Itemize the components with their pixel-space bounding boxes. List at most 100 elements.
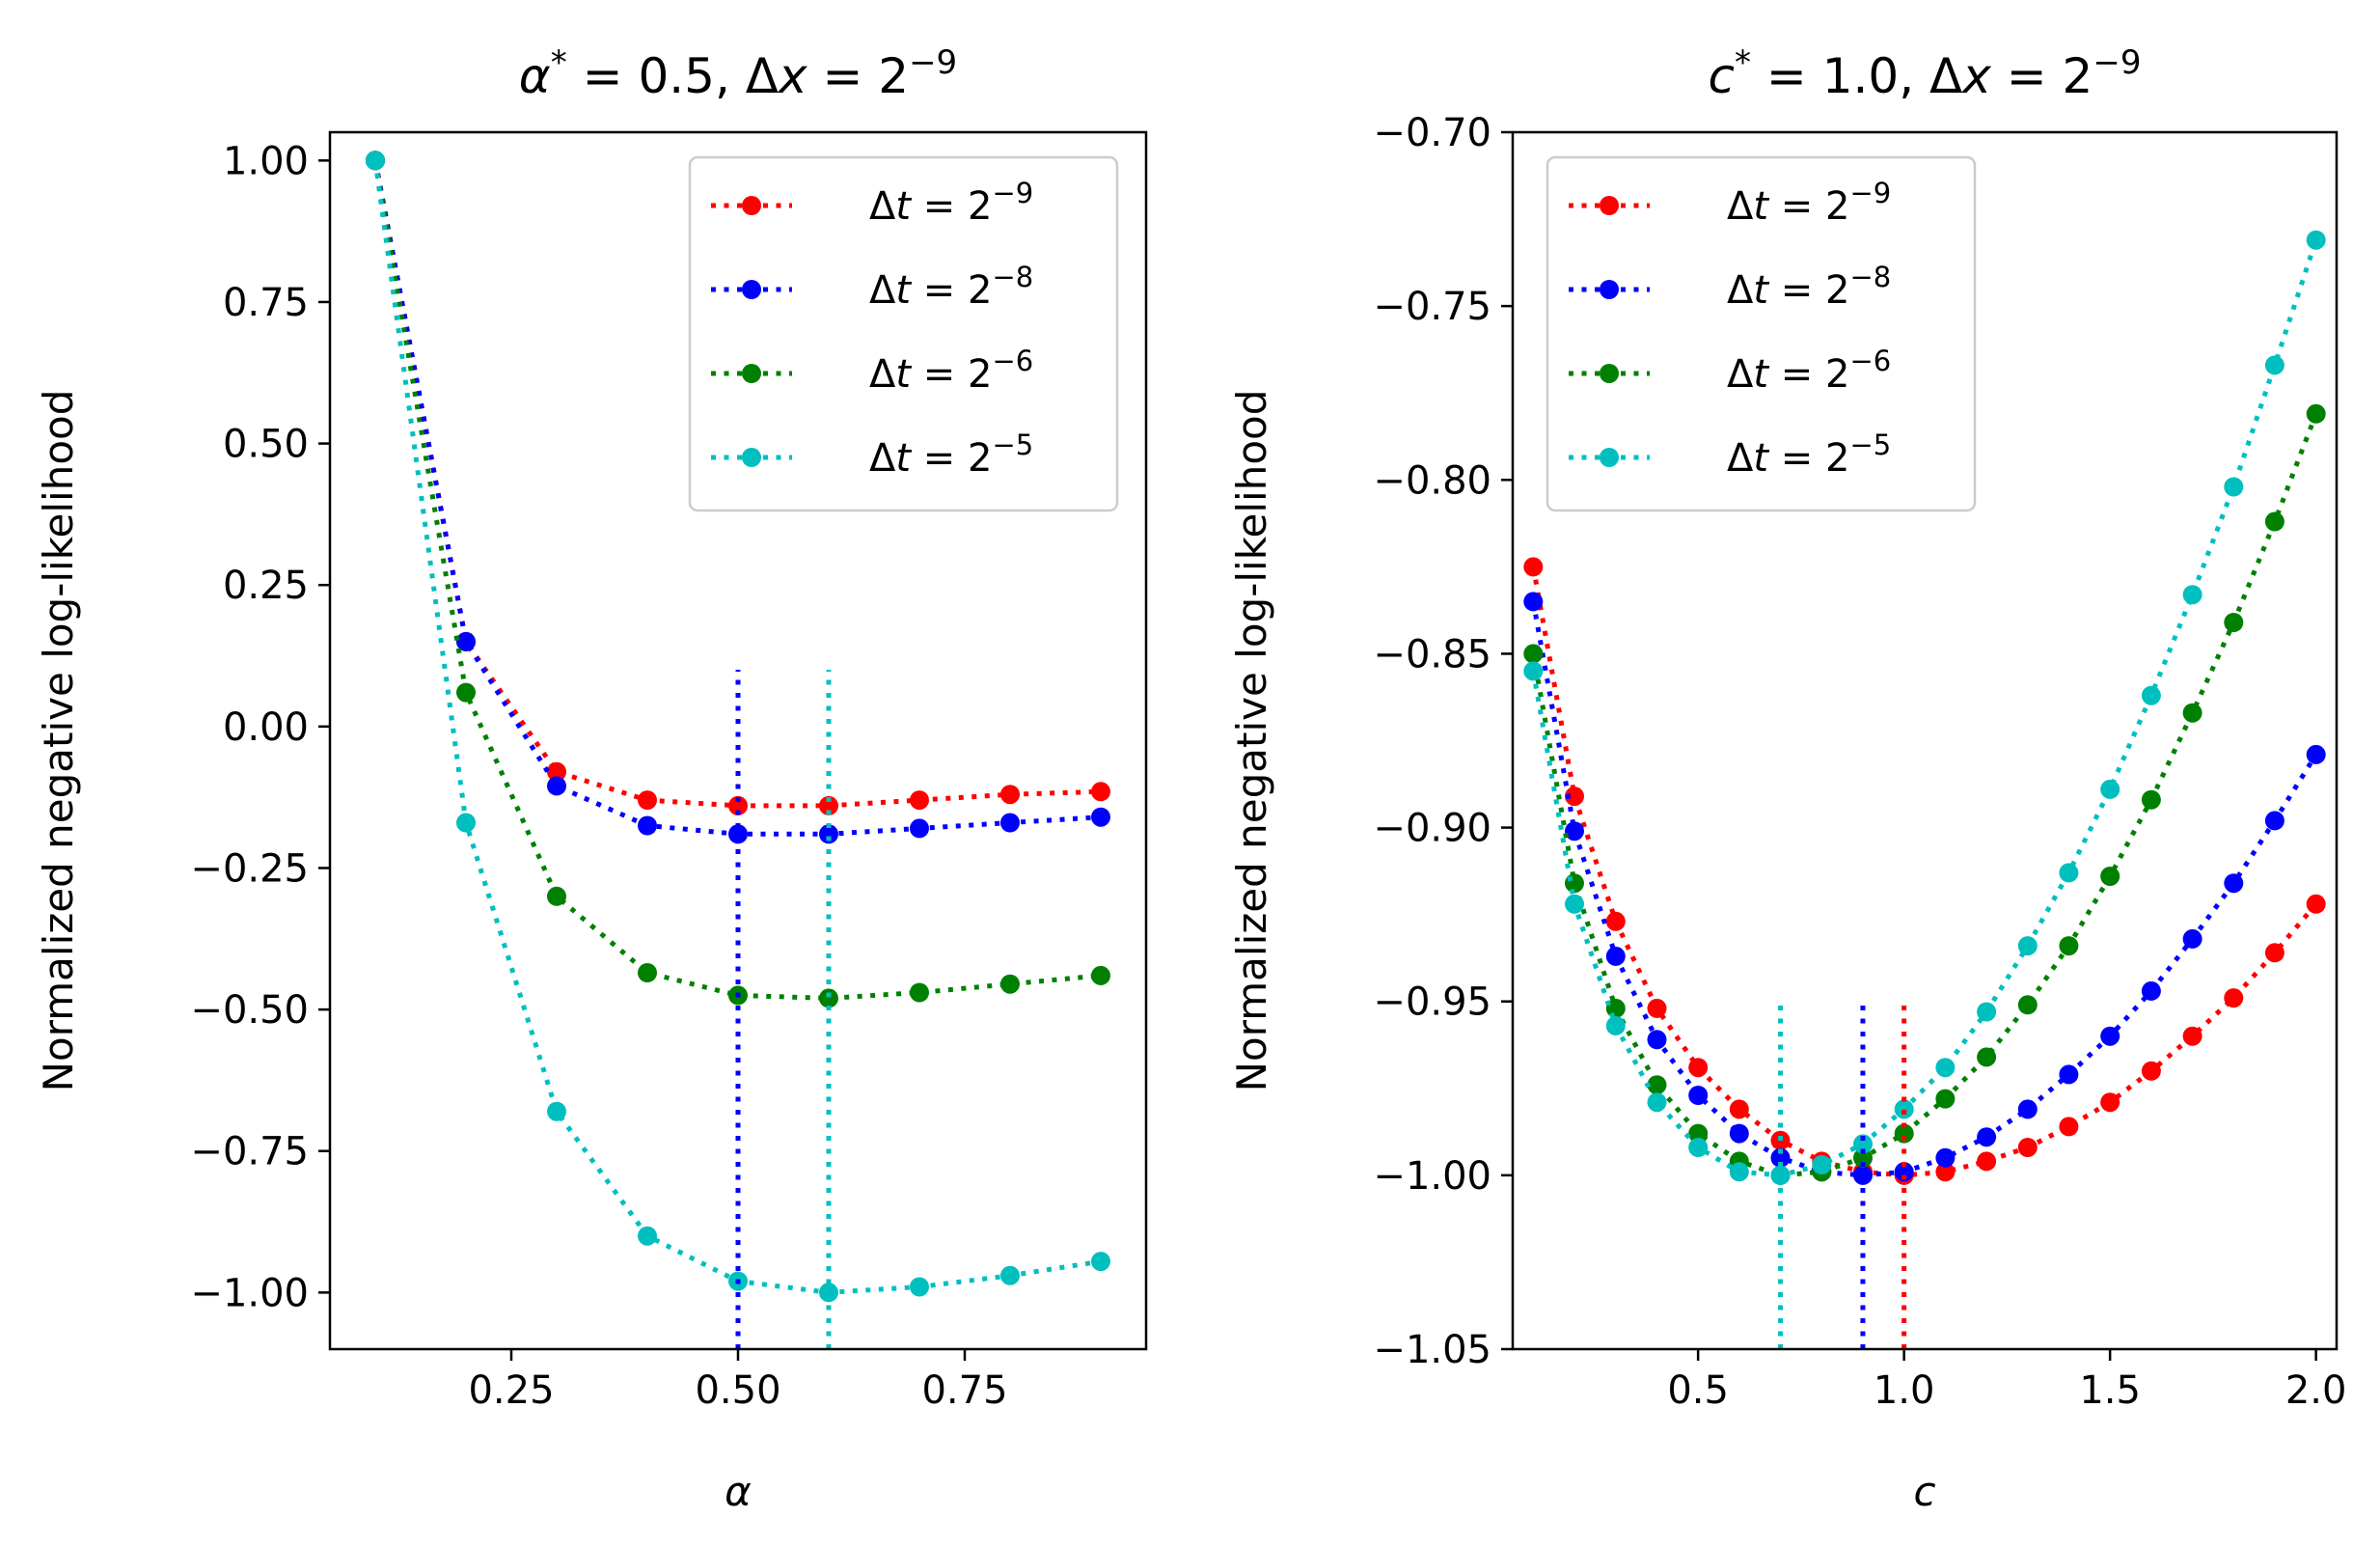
data-point [1000, 813, 1020, 833]
legend-swatch-marker [1600, 448, 1619, 467]
data-point [2100, 1026, 2120, 1046]
text-part: −9 [2093, 43, 2141, 82]
data-point [2306, 403, 2326, 424]
legend: Δt = 2−9Δt = 2−8Δt = 2−6Δt = 2−5 [1546, 155, 1977, 512]
legend-item: Δt = 2−6 [1569, 345, 1891, 397]
data-point [2306, 230, 2326, 250]
text-part: = 2 [1991, 48, 2093, 104]
y-tick-label: −0.50 [190, 988, 309, 1033]
data-point [1565, 894, 1584, 914]
data-point [1605, 998, 1626, 1018]
legend-swatch-marker [1600, 364, 1619, 383]
text-part: = 2 [911, 436, 992, 481]
legend-label: Δt = 2−6 [869, 345, 1033, 397]
data-point [1565, 873, 1584, 894]
text-part: Δ [869, 436, 896, 481]
y-tick-label: 0.25 [223, 564, 309, 608]
text-part: Δ [1727, 268, 1754, 313]
data-point [456, 813, 476, 833]
data-point [2141, 1061, 2161, 1081]
data-point [2224, 477, 2244, 497]
data-point [2141, 685, 2161, 705]
text-part: t [1753, 352, 1769, 397]
data-point [819, 988, 838, 1008]
data-point [1688, 1086, 1709, 1105]
data-point [2264, 355, 2284, 375]
text-part: −8 [1849, 261, 1891, 293]
text-part: = 2 [911, 184, 992, 229]
data-point [1523, 661, 1544, 681]
legend-swatch-marker [742, 448, 761, 467]
data-point [638, 815, 657, 836]
data-point [728, 824, 748, 844]
x-axis-label: α [725, 1468, 752, 1515]
data-point [2017, 1138, 2038, 1157]
legend-label: Δt = 2−5 [869, 428, 1033, 481]
text-part: −6 [1849, 345, 1891, 377]
text-part: t [1753, 268, 1769, 313]
data-point [2141, 789, 2161, 810]
y-tick-label: −0.80 [1373, 458, 1491, 503]
series-line [1530, 412, 2319, 1178]
text-part: x [777, 48, 807, 104]
data-point [547, 776, 566, 796]
data-point [1091, 807, 1110, 827]
text-part: c [1709, 48, 1736, 104]
y-tick-label: −0.90 [1373, 807, 1491, 851]
text-part: t [1753, 436, 1769, 481]
data-point [728, 795, 748, 815]
data-point [1853, 1147, 1873, 1168]
axes-frame [1511, 130, 2339, 1351]
text-part: = 2 [911, 268, 992, 313]
series-0 [366, 151, 1110, 815]
legend-label: Δt = 2−9 [1727, 177, 1891, 229]
legend-box [1546, 155, 1977, 512]
data-point [2017, 936, 2038, 956]
text-part: t [1753, 184, 1769, 229]
data-point [1688, 1123, 1709, 1144]
text-part: α [519, 48, 551, 104]
y-tick-label: −0.70 [1373, 111, 1491, 155]
legend-item: Δt = 2−8 [711, 261, 1033, 313]
legend-box [688, 155, 1119, 512]
data-point [1000, 974, 1020, 994]
data-point [2224, 988, 2244, 1008]
data-point [1000, 785, 1020, 805]
y-tick-label: −0.75 [190, 1130, 309, 1174]
series-line [372, 159, 1102, 1001]
y-axis-label: Normalized negative log-likelihood [1228, 390, 1275, 1092]
data-point [1977, 1002, 1997, 1022]
text-part: = 0.5, Δ [567, 48, 779, 104]
legend-item: Δt = 2−6 [711, 345, 1033, 397]
text-part: * [551, 43, 567, 82]
y-tick-label: −1.00 [190, 1271, 309, 1315]
text-part: = 2 [1768, 436, 1849, 481]
data-point [638, 790, 657, 811]
data-point [456, 631, 476, 651]
y-axis-label: Normalized negative log-likelihood [35, 390, 82, 1092]
data-point [1647, 1075, 1667, 1095]
x-tick-label: 0.50 [695, 1368, 780, 1413]
data-point [1565, 821, 1584, 842]
x-tick-label: 0.5 [1667, 1368, 1729, 1413]
data-point [1729, 1123, 1749, 1144]
data-point [2017, 995, 2038, 1015]
x-tick-label: 1.0 [1874, 1368, 1935, 1413]
series-1 [366, 151, 1110, 844]
data-point [547, 1101, 566, 1121]
text-part: −9 [909, 43, 957, 82]
legend-item: Δt = 2−5 [711, 428, 1033, 481]
data-point [1894, 1162, 1914, 1182]
text-part: Δ [1727, 352, 1754, 397]
data-point [1770, 1147, 1791, 1168]
text-part: t [895, 184, 912, 229]
legend-label: Δt = 2−8 [869, 261, 1033, 313]
text-part: x [1960, 48, 1991, 104]
data-point [2059, 1117, 2079, 1137]
panel-right: 0.5 1.0 1.5 2.0 −0.70 −0.75 −0.80 −0.85 −0.90 −0.… [1228, 43, 2346, 1515]
data-point [1000, 1265, 1020, 1285]
data-point [638, 963, 657, 982]
series-line [1530, 600, 2318, 1178]
data-point [1647, 1030, 1667, 1050]
legend-swatch-marker [742, 364, 761, 383]
